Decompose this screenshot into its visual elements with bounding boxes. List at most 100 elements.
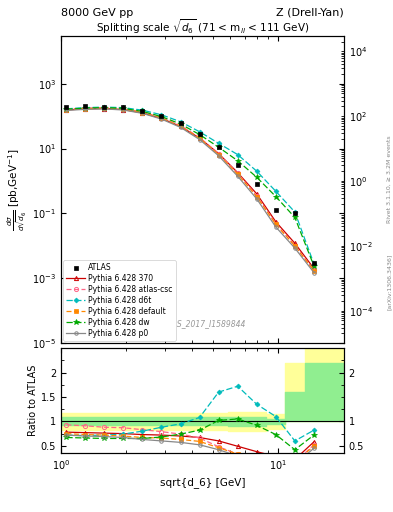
Pythia 6.428 370 bbox=[274, 219, 278, 225]
Pythia 6.428 370 bbox=[197, 135, 202, 141]
Pythia 6.428 d6t bbox=[178, 119, 183, 125]
Pythia 6.428 dw bbox=[274, 194, 278, 200]
Pythia 6.428 default bbox=[216, 152, 221, 158]
Pythia 6.428 atlas-csc bbox=[292, 243, 297, 249]
Pythia 6.428 d6t bbox=[102, 104, 107, 110]
Text: Rivet 3.1.10, ≥ 3.2M events: Rivet 3.1.10, ≥ 3.2M events bbox=[387, 135, 392, 223]
Pythia 6.428 p0 bbox=[102, 106, 107, 112]
Pythia 6.428 p0 bbox=[312, 269, 316, 275]
Pythia 6.428 atlas-csc bbox=[159, 115, 164, 121]
Pythia 6.428 atlas-csc bbox=[235, 170, 240, 177]
Pythia 6.428 370 bbox=[254, 191, 259, 197]
Pythia 6.428 default bbox=[178, 123, 183, 130]
Text: ATLAS_2017_I1589844: ATLAS_2017_I1589844 bbox=[159, 318, 246, 328]
Pythia 6.428 atlas-csc bbox=[254, 193, 259, 199]
Pythia 6.428 dw bbox=[312, 263, 316, 269]
Pythia 6.428 default bbox=[102, 105, 107, 111]
ATLAS bbox=[216, 144, 221, 151]
Pythia 6.428 default bbox=[235, 172, 240, 178]
Pythia 6.428 p0 bbox=[64, 108, 69, 114]
Pythia 6.428 default bbox=[140, 110, 145, 116]
Pythia 6.428 p0 bbox=[121, 107, 125, 113]
Pythia 6.428 d6t bbox=[274, 188, 278, 195]
Pythia 6.428 default bbox=[292, 243, 297, 249]
Pythia 6.428 atlas-csc bbox=[274, 221, 278, 227]
Pythia 6.428 p0 bbox=[140, 110, 145, 116]
Pythia 6.428 dw bbox=[83, 105, 87, 111]
ATLAS bbox=[197, 131, 202, 137]
Text: 8000 GeV pp: 8000 GeV pp bbox=[61, 8, 133, 18]
Pythia 6.428 370 bbox=[312, 265, 316, 271]
Pythia 6.428 default bbox=[159, 115, 164, 121]
Pythia 6.428 d6t bbox=[83, 104, 87, 111]
ATLAS bbox=[121, 104, 125, 111]
Pythia 6.428 p0 bbox=[197, 136, 202, 142]
Pythia 6.428 dw bbox=[235, 158, 240, 164]
Pythia 6.428 atlas-csc bbox=[178, 122, 183, 129]
Pythia 6.428 dw bbox=[292, 215, 297, 221]
Pythia 6.428 d6t bbox=[64, 106, 69, 112]
Pythia 6.428 p0 bbox=[159, 116, 164, 122]
Pythia 6.428 d6t bbox=[254, 168, 259, 174]
ATLAS bbox=[274, 207, 278, 213]
Pythia 6.428 370 bbox=[292, 240, 297, 246]
Pythia 6.428 p0 bbox=[216, 153, 221, 159]
ATLAS bbox=[159, 113, 164, 119]
Pythia 6.428 default bbox=[312, 268, 316, 274]
Pythia 6.428 dw bbox=[121, 105, 125, 112]
Pythia 6.428 p0 bbox=[254, 196, 259, 202]
Pythia 6.428 atlas-csc bbox=[102, 104, 107, 111]
Pythia 6.428 d6t bbox=[121, 104, 125, 111]
ATLAS bbox=[292, 210, 297, 217]
Pythia 6.428 atlas-csc bbox=[197, 134, 202, 140]
ATLAS bbox=[254, 181, 259, 187]
Pythia 6.428 370 bbox=[178, 123, 183, 130]
X-axis label: sqrt{d_6} [GeV]: sqrt{d_6} [GeV] bbox=[160, 477, 245, 488]
Pythia 6.428 dw bbox=[64, 106, 69, 113]
Line: ATLAS: ATLAS bbox=[64, 104, 316, 265]
Pythia 6.428 370 bbox=[140, 110, 145, 116]
Pythia 6.428 default bbox=[274, 221, 278, 227]
Pythia 6.428 d6t bbox=[159, 112, 164, 118]
Title: Splitting scale $\sqrt{d_6}$ (71 < m$_{ll}$ < 111 GeV): Splitting scale $\sqrt{d_6}$ (71 < m$_{l… bbox=[95, 17, 309, 36]
Pythia 6.428 dw bbox=[254, 174, 259, 180]
Legend: ATLAS, Pythia 6.428 370, Pythia 6.428 atlas-csc, Pythia 6.428 d6t, Pythia 6.428 : ATLAS, Pythia 6.428 370, Pythia 6.428 at… bbox=[63, 260, 176, 341]
Line: Pythia 6.428 d6t: Pythia 6.428 d6t bbox=[65, 105, 316, 265]
ATLAS bbox=[178, 120, 183, 126]
Pythia 6.428 370 bbox=[216, 151, 221, 157]
Pythia 6.428 default bbox=[254, 194, 259, 200]
Pythia 6.428 default bbox=[64, 106, 69, 113]
Pythia 6.428 default bbox=[197, 135, 202, 141]
Pythia 6.428 d6t bbox=[216, 140, 221, 146]
Pythia 6.428 dw bbox=[216, 144, 221, 151]
ATLAS bbox=[83, 103, 87, 110]
Pythia 6.428 370 bbox=[83, 106, 87, 112]
ATLAS bbox=[312, 260, 316, 266]
Pythia 6.428 dw bbox=[140, 109, 145, 115]
ATLAS bbox=[102, 103, 107, 110]
Pythia 6.428 p0 bbox=[274, 224, 278, 230]
Pythia 6.428 default bbox=[83, 105, 87, 112]
Pythia 6.428 p0 bbox=[235, 173, 240, 179]
Pythia 6.428 370 bbox=[102, 105, 107, 112]
Pythia 6.428 370 bbox=[159, 115, 164, 121]
Line: Pythia 6.428 atlas-csc: Pythia 6.428 atlas-csc bbox=[64, 105, 316, 272]
Pythia 6.428 p0 bbox=[83, 106, 87, 113]
ATLAS bbox=[140, 108, 145, 114]
Pythia 6.428 atlas-csc bbox=[121, 105, 125, 112]
Pythia 6.428 d6t bbox=[140, 107, 145, 113]
Pythia 6.428 370 bbox=[64, 107, 69, 113]
Pythia 6.428 atlas-csc bbox=[140, 109, 145, 115]
Pythia 6.428 atlas-csc bbox=[64, 106, 69, 112]
Text: [arXiv:1306.3436]: [arXiv:1306.3436] bbox=[387, 253, 392, 310]
Text: Z (Drell-Yan): Z (Drell-Yan) bbox=[276, 8, 344, 18]
ATLAS bbox=[235, 161, 240, 167]
ATLAS bbox=[64, 104, 69, 111]
Pythia 6.428 d6t bbox=[312, 261, 316, 267]
Line: Pythia 6.428 dw: Pythia 6.428 dw bbox=[64, 105, 317, 269]
Line: Pythia 6.428 370: Pythia 6.428 370 bbox=[64, 106, 316, 270]
Pythia 6.428 p0 bbox=[178, 124, 183, 131]
Y-axis label: $\frac{d\sigma}{d\sqrt{d_6}}$ [pb,GeV$^{-1}$]: $\frac{d\sigma}{d\sqrt{d_6}}$ [pb,GeV$^{… bbox=[6, 148, 29, 231]
Pythia 6.428 dw bbox=[178, 121, 183, 127]
Pythia 6.428 atlas-csc bbox=[83, 105, 87, 111]
